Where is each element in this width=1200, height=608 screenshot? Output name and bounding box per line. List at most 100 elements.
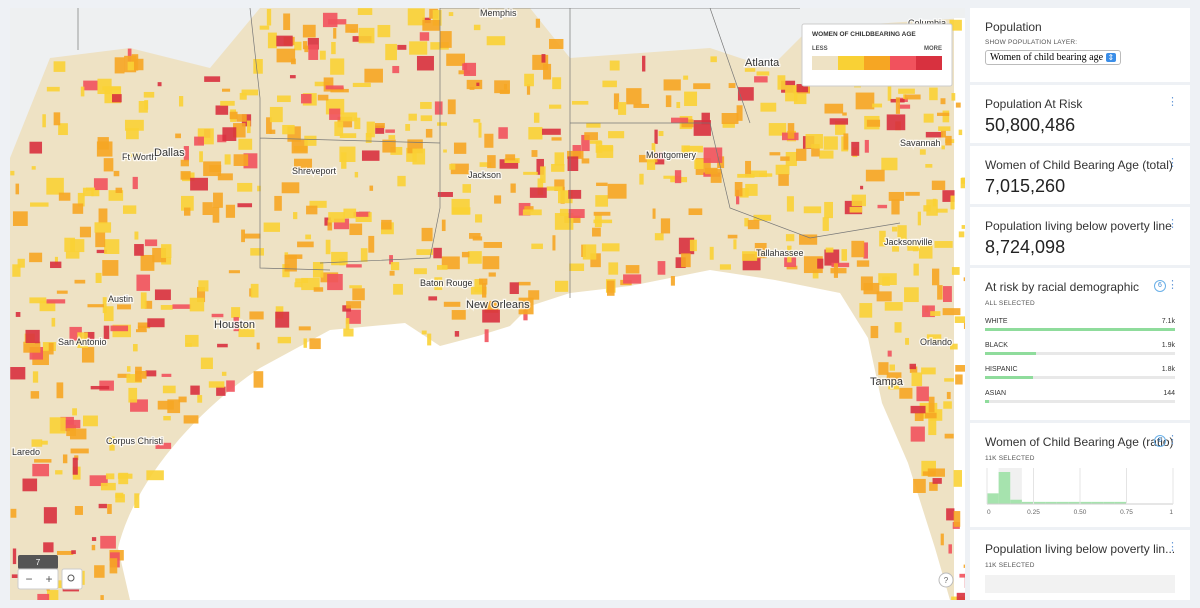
racial-bar xyxy=(985,376,1034,379)
region xyxy=(950,195,955,210)
region xyxy=(448,12,454,17)
region xyxy=(97,78,112,95)
region xyxy=(663,79,681,91)
region xyxy=(956,592,965,600)
region xyxy=(555,280,569,292)
region xyxy=(353,211,369,217)
region xyxy=(505,154,516,161)
region xyxy=(728,83,736,89)
ratio-count[interactable]: 6 xyxy=(1154,435,1166,447)
region xyxy=(961,177,965,184)
histogram-bar xyxy=(998,472,1011,504)
region xyxy=(298,326,311,331)
region xyxy=(276,35,293,47)
region xyxy=(208,381,225,388)
region xyxy=(593,219,613,224)
region xyxy=(366,121,375,138)
region xyxy=(217,173,233,181)
region xyxy=(198,280,209,292)
city-label: Montgomery xyxy=(646,150,697,160)
region xyxy=(721,112,739,124)
search-button[interactable] xyxy=(61,568,83,590)
region xyxy=(439,31,452,48)
region xyxy=(117,304,131,310)
region xyxy=(559,208,569,216)
racial-value: 1.8k xyxy=(1161,366,1175,373)
region xyxy=(879,230,886,247)
region xyxy=(567,150,584,159)
region xyxy=(856,260,870,267)
region xyxy=(584,132,598,141)
region xyxy=(319,50,326,60)
state-borders xyxy=(77,8,901,298)
region xyxy=(309,338,321,350)
region xyxy=(56,382,64,399)
region xyxy=(454,331,460,337)
region xyxy=(639,173,644,185)
region xyxy=(282,124,295,135)
region xyxy=(163,415,171,421)
region xyxy=(494,195,502,204)
racial-count[interactable]: 6 xyxy=(1154,280,1166,292)
racial-track xyxy=(985,328,1175,331)
ratio-menu[interactable]: ⋮ xyxy=(1167,434,1178,446)
legend-high: MORE xyxy=(924,46,942,52)
region xyxy=(194,136,204,146)
region xyxy=(339,133,357,139)
region xyxy=(413,268,427,275)
region xyxy=(904,287,919,303)
region xyxy=(58,123,68,136)
region xyxy=(212,206,220,223)
region xyxy=(136,274,151,291)
region xyxy=(737,87,754,101)
region xyxy=(183,415,199,424)
help-button[interactable] xyxy=(938,572,954,588)
histogram[interactable]: 0 0.25 0.50 0.75 1 xyxy=(985,466,1175,516)
region xyxy=(419,32,430,41)
region xyxy=(472,236,483,241)
region xyxy=(49,417,66,434)
zoom-out[interactable]: − xyxy=(25,572,32,586)
region xyxy=(162,385,176,394)
region xyxy=(819,150,834,159)
region xyxy=(786,196,794,212)
region xyxy=(294,282,303,288)
city-label: Corpus Christi xyxy=(106,436,163,446)
region xyxy=(43,507,57,524)
region xyxy=(337,116,353,128)
region xyxy=(504,158,520,163)
city-label: Memphis xyxy=(480,8,517,18)
region xyxy=(670,276,675,286)
region xyxy=(535,18,541,28)
layer-select[interactable]: Women of child bearing age ⇕ xyxy=(985,50,1122,65)
zoom-controls[interactable] xyxy=(17,568,59,590)
region xyxy=(397,175,406,187)
poverty-ratio-menu[interactable]: ⋮ xyxy=(1167,541,1178,553)
region xyxy=(701,112,710,125)
region xyxy=(747,219,760,230)
region xyxy=(919,149,926,155)
histogram-bar xyxy=(1045,501,1057,504)
region xyxy=(226,380,235,392)
region xyxy=(881,157,898,171)
region xyxy=(851,194,866,207)
region xyxy=(22,478,38,492)
zoom-in[interactable]: + xyxy=(45,572,52,586)
racial-menu[interactable]: ⋮ xyxy=(1167,279,1178,291)
region xyxy=(333,218,350,230)
region xyxy=(608,262,619,275)
region xyxy=(528,290,540,300)
region xyxy=(753,214,772,221)
region xyxy=(199,151,203,163)
ratio-status: 11K SELECTED xyxy=(985,455,1035,462)
region xyxy=(727,234,738,239)
region xyxy=(29,297,47,304)
region xyxy=(822,217,829,231)
region xyxy=(860,185,864,190)
region xyxy=(32,371,39,383)
city-label: Baton Rouge xyxy=(420,278,473,288)
region xyxy=(475,214,483,223)
region xyxy=(484,329,489,343)
region xyxy=(416,55,434,71)
